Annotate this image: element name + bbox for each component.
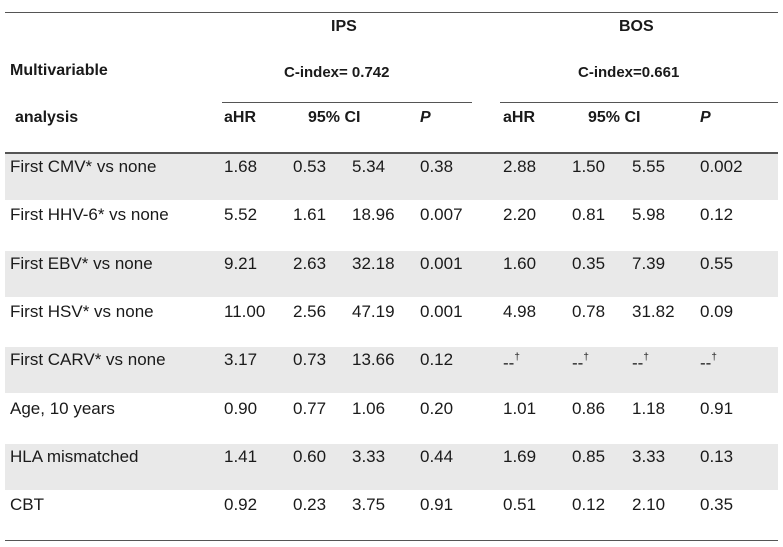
bos-ahr-cell: --† [503,352,520,373]
bos-ci-low-cell: 0.78 [572,301,606,321]
ips-subheader-rule [222,102,472,103]
bottom-rule [5,540,778,541]
cindex-bos: C-index=0.661 [578,64,680,81]
row-shading [5,250,778,297]
bos-ahr-cell: 1.01 [503,398,537,418]
col-ips-p: P [420,109,431,126]
bos-ci-high-cell: 5.98 [632,205,666,225]
ips-ci-high-cell: 5.34 [352,157,386,176]
ips-p-cell: 0.38 [420,157,454,176]
bos-ahr-cell: 2.88 [503,157,537,176]
ips-ahr-cell: 1.68 [224,157,258,176]
cindex-ips: C-index= 0.742 [284,64,390,81]
ips-ci-high-cell: 13.66 [352,350,395,370]
ips-ci-low-cell: 0.23 [293,495,327,515]
header-bottom-rule [5,152,778,154]
ips-ci-high-cell: 47.19 [352,301,395,321]
bos-p-cell: 0.12 [700,205,734,225]
group-header-bos: BOS [619,18,654,35]
row-label-hsv: First HSV* vs none [10,301,154,321]
col-bos-ci: 95% CI [588,109,641,126]
bos-p-cell: 0.09 [700,301,734,321]
row-label-cbt: CBT [10,495,44,515]
group-header-ips: IPS [331,18,357,35]
ips-ci-high-cell: 3.33 [352,446,386,466]
ips-ahr-cell: 3.17 [224,350,258,370]
row-label-ebv: First EBV* vs none [10,253,153,273]
ips-p-cell: 0.91 [420,495,454,515]
ips-ci-low-cell: 0.60 [293,446,327,466]
row-label-hla: HLA mismatched [10,446,139,466]
bos-ci-high-cell: 1.18 [632,398,666,418]
row-label-age: Age, 10 years [10,398,115,418]
bos-p-cell: 0.55 [700,253,734,273]
ips-ci-high-cell: 32.18 [352,253,395,273]
ips-ci-low-cell: 0.77 [293,398,327,418]
bos-ci-low-cell: 1.50 [572,157,606,176]
bos-ci-high-cell: --† [632,352,649,373]
bos-ci-low-cell: 0.35 [572,253,606,273]
bos-ci-low-cell: 0.86 [572,398,606,418]
col-ips-ci: 95% CI [308,109,361,126]
ips-p-cell: 0.12 [420,350,454,370]
ips-p-cell: 0.001 [420,253,463,273]
ips-ci-high-cell: 3.75 [352,495,386,515]
col-ips-ahr: aHR [224,109,257,126]
bos-ci-high-cell: 31.82 [632,301,675,321]
bos-p-cell: --† [700,352,717,373]
ips-ahr-cell: 11.00 [224,301,266,321]
ips-p-cell: 0.44 [420,446,454,466]
bos-p-cell: 0.002 [700,157,743,176]
bos-ci-low-cell: --† [572,352,589,373]
bos-p-cell: 0.35 [700,495,734,515]
row-label-header-line1: Multivariable [10,62,108,79]
ips-ahr-cell: 0.90 [224,398,258,418]
ips-ci-low-cell: 1.61 [293,205,327,225]
col-bos-ahr: aHR [503,109,536,126]
bos-ahr-cell: 0.51 [503,495,537,515]
bos-ci-high-cell: 7.39 [632,253,666,273]
bos-ci-low-cell: 0.85 [572,446,606,466]
bos-p-cell: 0.91 [700,398,734,418]
ips-ci-low-cell: 0.73 [293,350,327,370]
bos-ci-high-cell: 2.10 [632,495,666,515]
ips-ahr-cell: 1.41 [224,446,258,466]
ips-ci-high-cell: 18.96 [352,205,395,225]
row-label-cmv: First CMV* vs none [10,157,157,176]
ips-ci-low-cell: 0.53 [293,157,327,176]
bos-ci-high-cell: 3.33 [632,446,666,466]
row-shading [5,154,778,201]
ips-ci-low-cell: 2.63 [293,253,327,273]
ips-ahr-cell: 9.21 [224,253,258,273]
row-label-header-line2: analysis [15,109,79,126]
col-bos-p: P [700,109,711,126]
row-shading [5,347,778,394]
row-label-carv: First CARV* vs none [10,350,166,370]
ips-ahr-cell: 5.52 [224,205,258,225]
bos-ci-high-cell: 5.55 [632,157,666,176]
bos-ahr-cell: 1.60 [503,253,537,273]
bos-ahr-cell: 1.69 [503,446,537,466]
ips-ci-low-cell: 2.56 [293,301,327,321]
ips-p-cell: 0.20 [420,398,454,418]
bos-ahr-cell: 2.20 [503,205,537,225]
ips-p-cell: 0.001 [420,301,463,321]
ips-p-cell: 0.007 [420,205,463,225]
bos-subheader-rule [500,102,778,103]
bos-ci-low-cell: 0.12 [572,495,606,515]
ips-ahr-cell: 0.92 [224,495,258,515]
row-label-hhv6: First HHV-6* vs none [10,205,169,225]
top-rule [5,12,778,13]
ips-ci-high-cell: 1.06 [352,398,386,418]
bos-ahr-cell: 4.98 [503,301,537,321]
row-shading [5,443,778,491]
bos-p-cell: 0.13 [700,446,734,466]
bos-ci-low-cell: 0.81 [572,205,606,225]
